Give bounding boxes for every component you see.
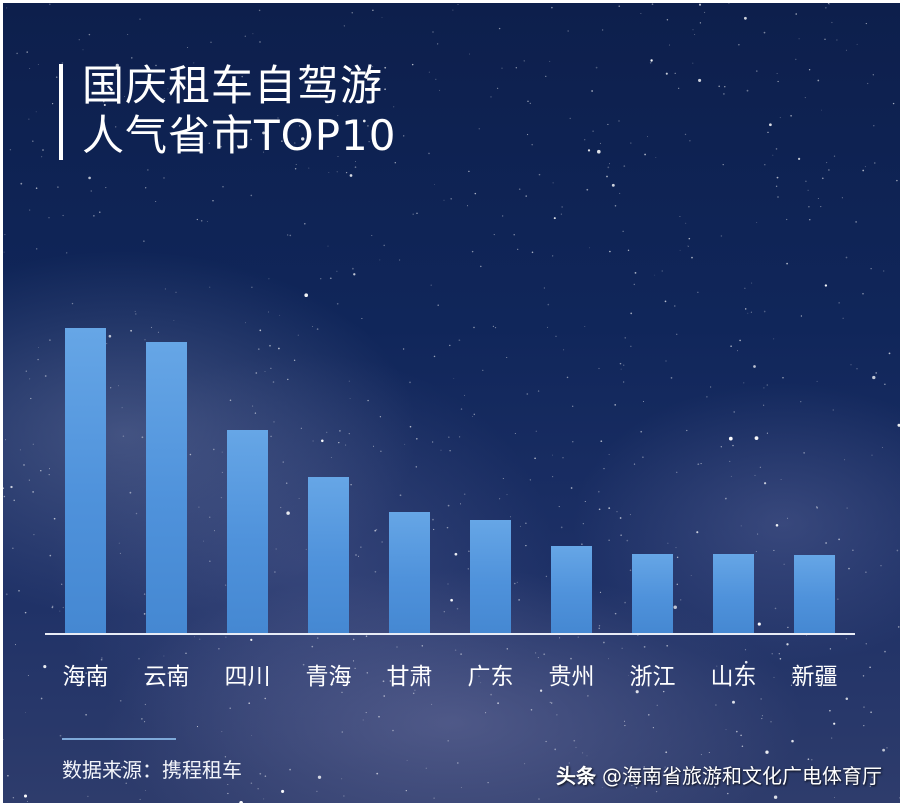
watermark-brand: 头条 [556, 764, 596, 788]
bar-2 [146, 342, 187, 633]
source-divider [62, 738, 176, 740]
chart-title: 国庆租车自驾游 人气省市TOP10 [82, 61, 397, 161]
starry-background: 国庆租车自驾游 人气省市TOP10 海南 云南 四川 青海 甘肃 广东 贵州 浙江 山东 新疆 数… [3, 3, 900, 803]
x-label-3: 四川 [224, 664, 271, 690]
x-label-9: 山东 [710, 664, 757, 690]
x-label-4: 青海 [305, 664, 352, 690]
bar-9 [713, 554, 754, 633]
data-source: 数据来源：携程租车 [62, 758, 242, 782]
x-label-8: 浙江 [629, 664, 676, 690]
x-label-2: 云南 [143, 664, 190, 690]
x-label-6: 广东 [467, 664, 514, 690]
x-label-1: 海南 [62, 664, 109, 690]
bar-1 [65, 328, 106, 633]
x-label-7: 贵州 [548, 664, 595, 690]
watermark: 头条 @海南省旅游和文化广电体育厅 [556, 763, 882, 789]
bar-6 [470, 520, 511, 633]
x-label-5: 甘肃 [386, 664, 433, 690]
bar-7 [551, 546, 592, 633]
watermark-account: @海南省旅游和文化广电体育厅 [602, 764, 882, 788]
title-line-2: 人气省市TOP10 [82, 111, 397, 160]
bar-chart: 海南 云南 四川 青海 甘肃 广东 贵州 浙江 山东 新疆 [3, 3, 900, 803]
bar-5 [389, 512, 430, 633]
title-accent-bar [59, 64, 63, 160]
bar-3 [227, 430, 268, 633]
bar-8 [632, 554, 673, 633]
bar-4 [308, 477, 349, 633]
bar-10 [794, 555, 835, 633]
title-line-1: 国庆租车自驾游 [82, 61, 384, 110]
x-label-10: 新疆 [791, 664, 838, 690]
star-field [3, 3, 900, 803]
x-axis-baseline [45, 633, 855, 635]
